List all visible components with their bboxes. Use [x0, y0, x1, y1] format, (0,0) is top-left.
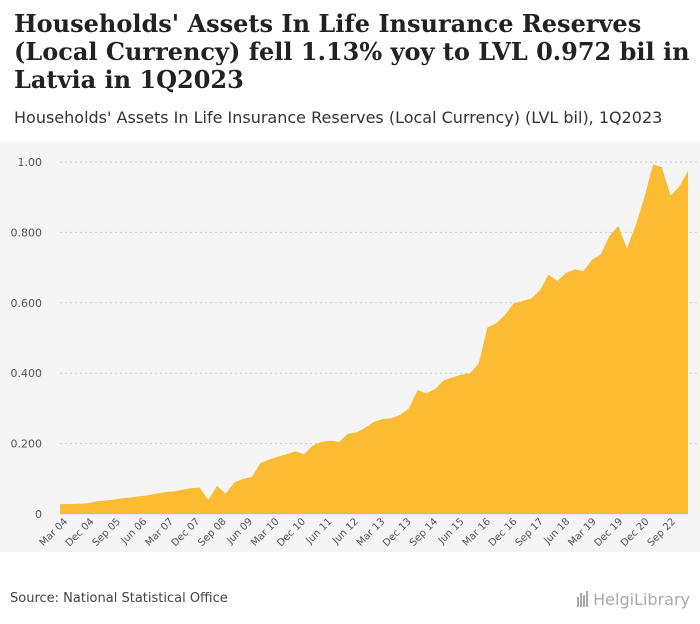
x-tick-label: Dec 20 — [619, 516, 652, 549]
x-tick-label: Sep 08 — [196, 516, 228, 548]
x-tick-label: Jun 11 — [304, 516, 335, 547]
y-tick-label: 0.200 — [11, 438, 43, 451]
area-series — [60, 164, 688, 514]
y-tick-label: 1.00 — [18, 156, 43, 169]
helgilibrary-logo: HelgiLibrary — [577, 590, 690, 611]
chart-title: Households' Assets In Life Insurance Res… — [14, 9, 690, 94]
data-area — [60, 164, 688, 514]
x-tick-label: Dec 16 — [487, 516, 520, 549]
y-tick-label: 0.800 — [11, 226, 43, 239]
x-tick-label: Dec 07 — [170, 516, 203, 549]
x-tick-label: Dec 13 — [381, 516, 414, 549]
x-tick-label: Sep 22 — [646, 516, 678, 548]
x-tick-label: Sep 05 — [91, 516, 123, 548]
x-tick-label: Dec 10 — [275, 516, 308, 549]
source-note: Source: National Statistical Office — [10, 591, 228, 606]
x-tick-label: Sep 14 — [408, 516, 440, 548]
x-tick-label: Dec 04 — [64, 516, 97, 549]
library-icon — [577, 591, 589, 611]
x-tick-label: Dec 19 — [593, 516, 626, 549]
y-tick-label: 0.600 — [11, 297, 43, 310]
x-tick-label: Sep 17 — [514, 516, 546, 548]
y-axis-labels: 0 0.200 0.400 0.600 0.800 1.00 — [11, 156, 43, 521]
logo-text: HelgiLibrary — [593, 590, 690, 609]
y-tick-label: 0.400 — [11, 367, 43, 380]
y-tick-label: 0 — [35, 508, 42, 521]
chart-subtitle: Households' Assets In Life Insurance Res… — [14, 108, 663, 127]
